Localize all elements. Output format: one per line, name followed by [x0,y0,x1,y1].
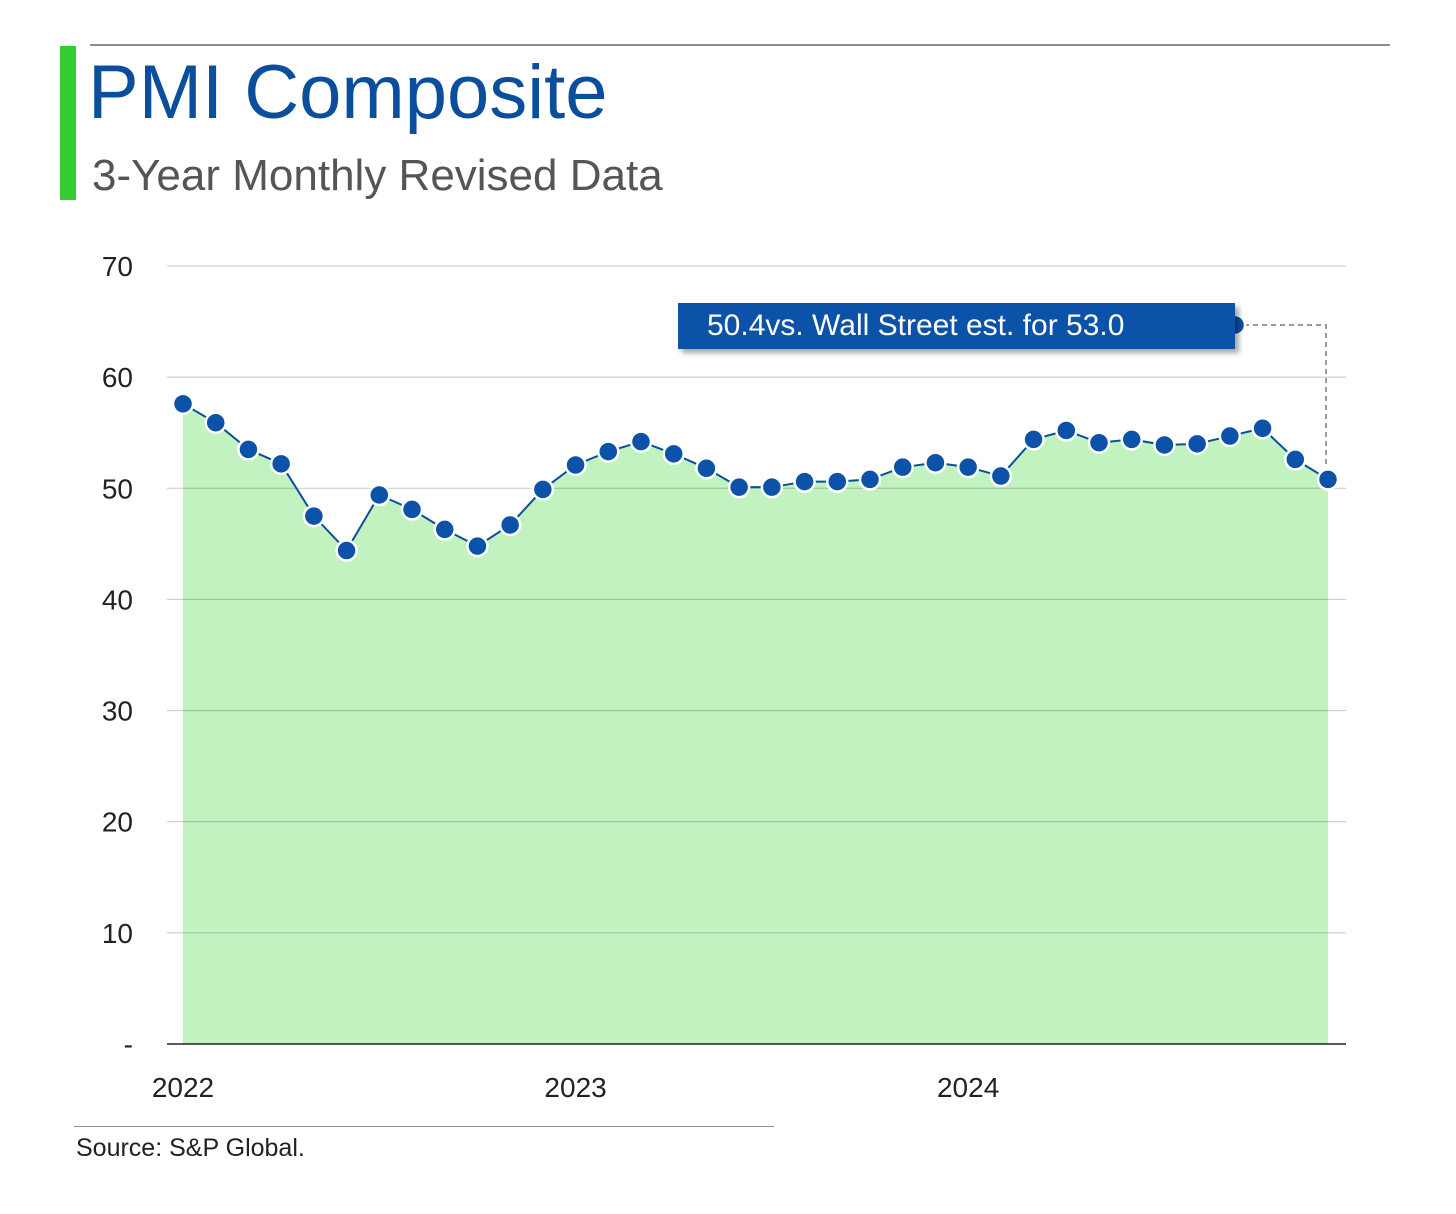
source-rule [74,1126,774,1127]
y-tick-label: 50 [102,473,133,504]
y-tick-label: 60 [102,362,133,393]
data-point [1055,419,1078,442]
data-point [1087,431,1111,454]
data-point [433,518,456,541]
y-tick-label: - [124,1029,133,1060]
data-point [924,451,947,474]
data-point [1185,432,1209,456]
data-point [400,498,424,521]
data-point [531,478,555,501]
data-point [204,411,227,434]
area-fill [183,403,1328,1044]
data-point [629,430,653,453]
y-tick-label: 10 [102,918,133,949]
data-point [662,442,685,466]
y-tick-label: 30 [102,696,133,727]
y-tick-label: 70 [102,251,133,282]
data-point [269,452,293,476]
x-tick-label: 2024 [937,1072,999,1103]
y-tick-label: 20 [102,807,133,838]
callout-leader-line [1235,324,1327,468]
title-accent-bar [60,46,76,200]
data-point [466,534,489,558]
data-point [171,392,195,416]
data-point [989,464,1013,488]
data-point [891,455,914,479]
y-tick-label: 40 [102,584,133,615]
data-point [368,483,391,507]
data-point [1316,468,1340,491]
data-point [793,470,816,493]
x-tick-label: 2022 [152,1072,214,1103]
data-point [335,539,358,562]
callout-box: 50.4vs. Wall Street est. for 53.0 [678,303,1235,349]
data-point [597,440,620,463]
data-point [826,470,849,493]
data-point [695,457,718,480]
data-point [237,438,260,461]
data-point [1251,417,1274,440]
callout-text: 50.4vs. Wall Street est. for 53.0 [707,309,1125,342]
x-tick-label: 2023 [544,1072,606,1103]
data-point [1284,448,1307,471]
source-note: Source: S&P Global. [76,1134,305,1162]
data-point [1120,428,1143,451]
chart-title: PMI Composite [88,50,608,135]
data-point [727,475,751,499]
data-point [1022,428,1045,451]
data-point [1218,424,1242,448]
data-point [760,475,784,499]
data-point [498,513,522,537]
data-point [302,504,326,528]
chart-subtitle: 3-Year Monthly Revised Data [92,151,663,200]
top-rule [90,44,1390,46]
data-point [956,455,980,479]
data-point [1153,433,1176,457]
data-point [858,468,882,491]
data-point [564,453,587,477]
